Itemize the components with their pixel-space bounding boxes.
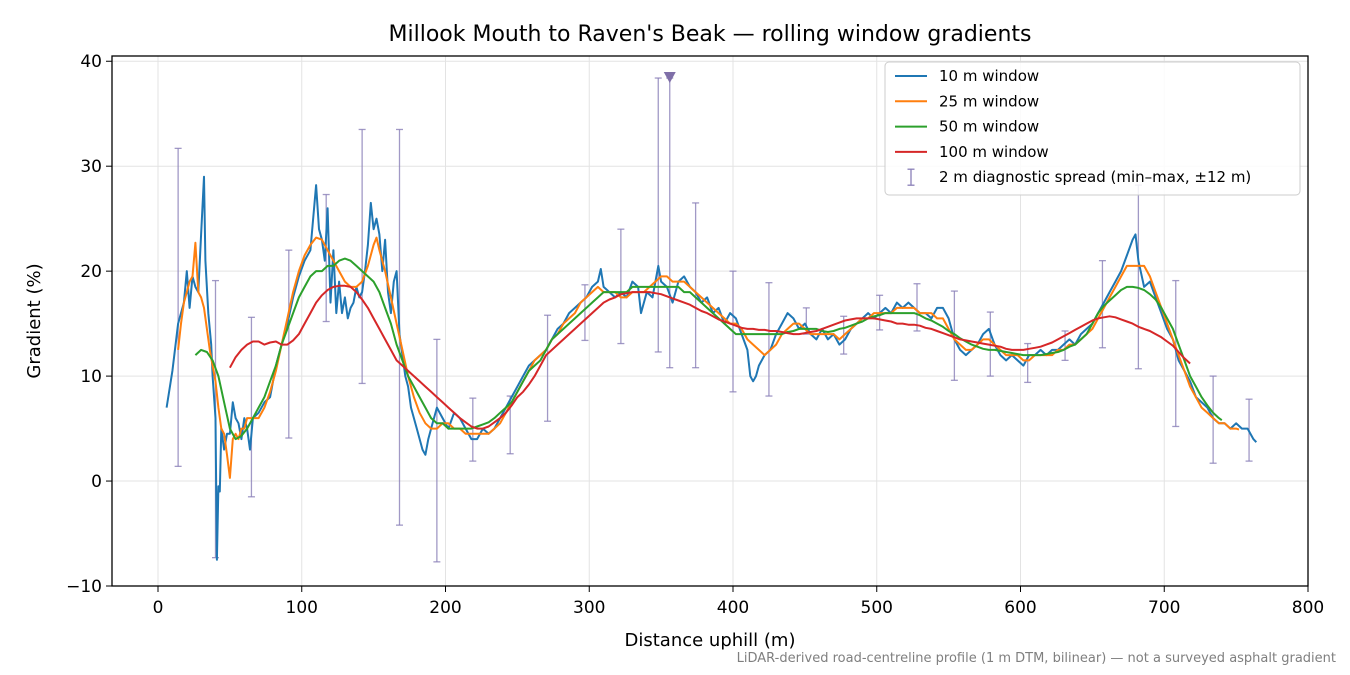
x-tick-label: 400 — [717, 598, 749, 618]
overflow-marker — [663, 72, 676, 84]
error-bar — [544, 314, 552, 422]
x-axis-label: Distance uphill (m) — [625, 630, 796, 651]
error-bar — [581, 284, 589, 342]
y-tick-label: 0 — [91, 472, 102, 492]
error-bar — [654, 77, 662, 353]
chart-title: Millook Mouth to Raven's Beak — rolling … — [389, 22, 1032, 47]
legend-label: 100 m window — [939, 143, 1049, 161]
legend-errorbar-swatch — [907, 168, 915, 186]
error-bar — [1134, 184, 1142, 370]
error-bar — [247, 316, 255, 498]
error-bar — [469, 397, 477, 462]
y-tick-label: 30 — [80, 157, 102, 177]
series-line — [177, 236, 1240, 479]
legend-label: 2 m diagnostic spread (min–max, ±12 m) — [939, 168, 1251, 186]
error-bar — [1209, 375, 1217, 464]
error-bar — [913, 283, 921, 332]
x-tick-label: 200 — [429, 598, 461, 618]
legend-box — [884, 61, 1301, 196]
plot-frame — [111, 55, 1309, 587]
y-tick-label: 10 — [80, 367, 102, 387]
error-bar — [322, 193, 330, 323]
footnote: LiDAR-derived road-centreline profile (1… — [736, 651, 1336, 666]
y-tick-label: −10 — [66, 577, 102, 597]
y-tick-label: 20 — [80, 262, 102, 282]
error-bar — [433, 338, 441, 563]
series-line — [165, 175, 1258, 561]
x-tick-label: 700 — [1148, 598, 1180, 618]
x-tick-label: 800 — [1292, 598, 1324, 618]
axis-ticks: 0 100 200 300 400 500 600 700 800 −10 0 10 20 30 40 — [66, 52, 1324, 618]
x-tick-label: 100 — [286, 598, 318, 618]
error-bar — [358, 128, 366, 385]
y-tick-label: 40 — [80, 52, 102, 72]
legend-label: 25 m window — [939, 92, 1039, 110]
legend-label: 50 m window — [939, 118, 1039, 136]
x-tick-label: 600 — [1004, 598, 1036, 618]
error-bar — [692, 202, 700, 369]
y-axis-label: Gradient (%) — [24, 263, 45, 378]
legend-label: 10 m window — [939, 67, 1039, 85]
error-bar — [765, 282, 773, 397]
x-tick-label: 0 — [153, 598, 164, 618]
x-tick-label: 300 — [573, 598, 605, 618]
legend: 10 m window 25 m window 50 m window 100 m w… — [884, 61, 1301, 196]
x-tick-label: 500 — [861, 598, 893, 618]
series-lines — [165, 175, 1258, 561]
error-bar — [174, 147, 182, 468]
series-line — [229, 284, 1191, 430]
error-bar — [617, 228, 625, 345]
series-line — [194, 257, 1223, 441]
error-bar — [666, 77, 674, 369]
